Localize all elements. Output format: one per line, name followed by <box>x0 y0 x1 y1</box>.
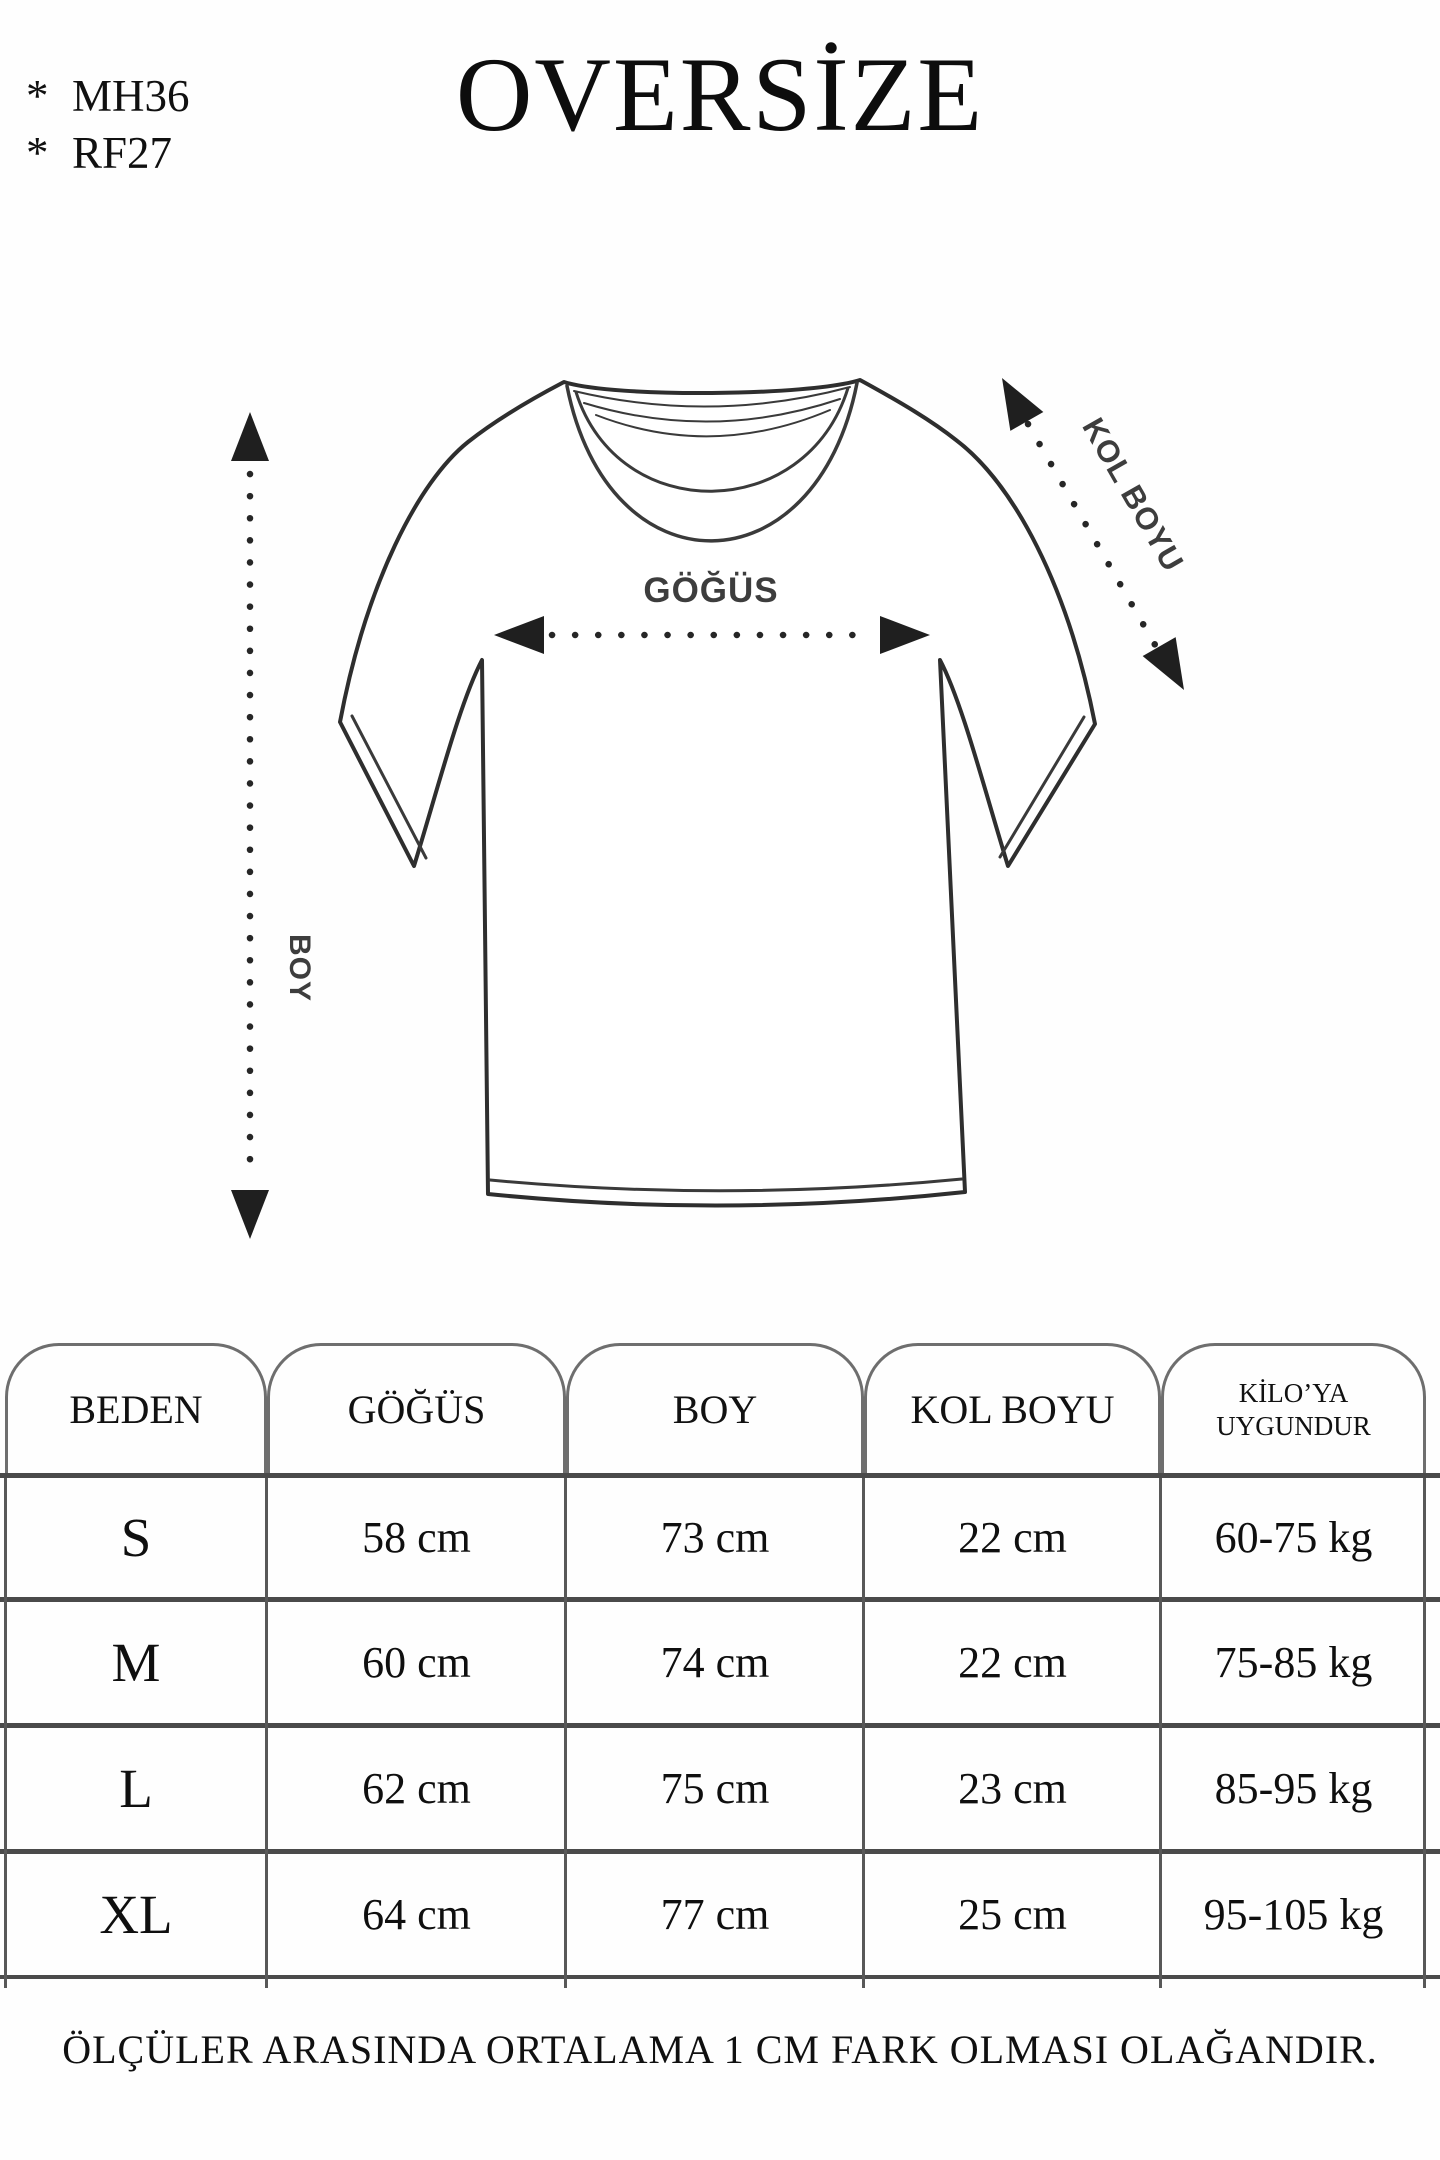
header-cell-length: BOY <box>566 1343 864 1473</box>
table-row-divider <box>0 1849 1440 1854</box>
sleeve-label: KOL BOYU <box>1075 412 1190 578</box>
cell-size: XL <box>99 1884 173 1945</box>
header-cell-weight: KİLO’YA UYGUNDUR <box>1161 1343 1426 1473</box>
cell-sleeve: 25 cm <box>958 1890 1067 1939</box>
cell-sleeve: 23 cm <box>958 1764 1067 1813</box>
chest-arrow: GÖĞÜS <box>494 570 930 654</box>
collar-band-upper <box>574 386 850 493</box>
header-cell-sleeve: KOL BOYU <box>864 1343 1161 1473</box>
product-code-2-text: RF27 <box>72 128 173 178</box>
collar-rib-line-2 <box>583 398 841 423</box>
size-table: BEDEN GÖĞÜS BOY KOL BOYU KİLO’YA UYGUNDU… <box>0 1343 1440 2003</box>
cell-size: S <box>120 1507 152 1568</box>
cell-size: M <box>111 1632 161 1693</box>
length-arrowhead-bottom <box>231 1190 269 1239</box>
header-label: KİLO’YA UYGUNDUR <box>1216 1378 1371 1441</box>
table-row-divider <box>0 1597 1440 1602</box>
chest-label: GÖĞÜS <box>643 570 778 610</box>
cell-length: 73 cm <box>660 1513 770 1562</box>
product-code-1-text: MH36 <box>72 71 190 121</box>
table-left-border <box>4 1478 7 1988</box>
table-row-s: S 58 cm 73 cm 22 cm 60-75 kg <box>5 1478 1426 1597</box>
table-column-line <box>564 1478 567 1988</box>
chest-arrowhead-left <box>494 616 544 654</box>
product-codes: * MH36 * RF27 <box>26 68 190 182</box>
sleeve-arrowhead-bottom <box>1142 637 1184 690</box>
cell-length: 77 cm <box>660 1890 770 1939</box>
length-arrowhead-top <box>231 412 269 461</box>
cell-weight: 75-85 kg <box>1214 1638 1373 1687</box>
measurement-disclaimer: ÖLÇÜLER ARASINDA ORTALAMA 1 CM FARK OLMA… <box>62 2027 1378 2072</box>
table-column-line <box>1159 1478 1162 1988</box>
header-label: BOY <box>672 1387 758 1432</box>
table-header-underline <box>0 1473 1440 1478</box>
tshirt-measurement-diagram: BOY GÖĞÜS KOL BOYU <box>231 378 1191 1239</box>
chest-arrowhead-right <box>880 616 930 654</box>
cell-sleeve: 22 cm <box>958 1513 1067 1562</box>
table-row-divider <box>0 1723 1440 1728</box>
header-label: KOL BOYU <box>910 1387 1115 1432</box>
left-cuff-line <box>350 714 428 860</box>
asterisk: * <box>26 71 49 121</box>
cell-length: 75 cm <box>660 1764 770 1813</box>
header-cell-size: BEDEN <box>5 1343 267 1473</box>
hem-inner-line <box>488 1177 964 1193</box>
cell-size: L <box>119 1758 153 1819</box>
collar-rib-line-1 <box>573 386 851 408</box>
table-right-border <box>1423 1478 1426 1988</box>
table-bottom-border <box>0 1975 1440 1979</box>
length-arrow: BOY <box>231 412 316 1239</box>
tshirt-outline <box>338 378 1097 1208</box>
cell-weight: 85-95 kg <box>1214 1764 1373 1813</box>
collar-band-lower <box>565 381 859 543</box>
sleeve-arrowhead-top <box>1002 378 1044 431</box>
sleeve-dotted-line <box>1024 420 1162 654</box>
header-cell-chest: GÖĞÜS <box>267 1343 566 1473</box>
cell-chest: 60 cm <box>362 1638 471 1687</box>
table-row-l: L 62 cm 75 cm 23 cm 85-95 kg <box>5 1728 1426 1849</box>
cell-chest: 64 cm <box>362 1890 471 1939</box>
cell-chest: 62 cm <box>362 1764 471 1813</box>
page-title: OVERSİZE <box>455 36 985 153</box>
collar-rib-line-3 <box>595 409 831 438</box>
header-label: GÖĞÜS <box>347 1387 486 1432</box>
cell-sleeve: 22 cm <box>958 1638 1067 1687</box>
table-column-line <box>862 1478 865 1988</box>
table-row-m: M 60 cm 74 cm 22 cm 75-85 kg <box>5 1602 1426 1723</box>
cell-chest: 58 cm <box>362 1513 471 1562</box>
asterisk: * <box>26 128 49 178</box>
tshirt-body <box>338 378 1097 1208</box>
product-code-1: * MH36 <box>26 68 190 125</box>
cell-weight: 60-75 kg <box>1214 1513 1373 1562</box>
length-label: BOY <box>283 934 316 1002</box>
tshirt-seam-lines <box>350 381 1086 1193</box>
product-code-2: * RF27 <box>26 125 190 182</box>
right-cuff-line <box>998 715 1086 859</box>
cell-length: 74 cm <box>660 1638 770 1687</box>
header-label: BEDEN <box>69 1387 203 1432</box>
table-row-xl: XL 64 cm 77 cm 25 cm 95-105 kg <box>5 1854 1426 1975</box>
table-column-line <box>265 1478 268 1988</box>
cell-weight: 95-105 kg <box>1203 1890 1384 1939</box>
